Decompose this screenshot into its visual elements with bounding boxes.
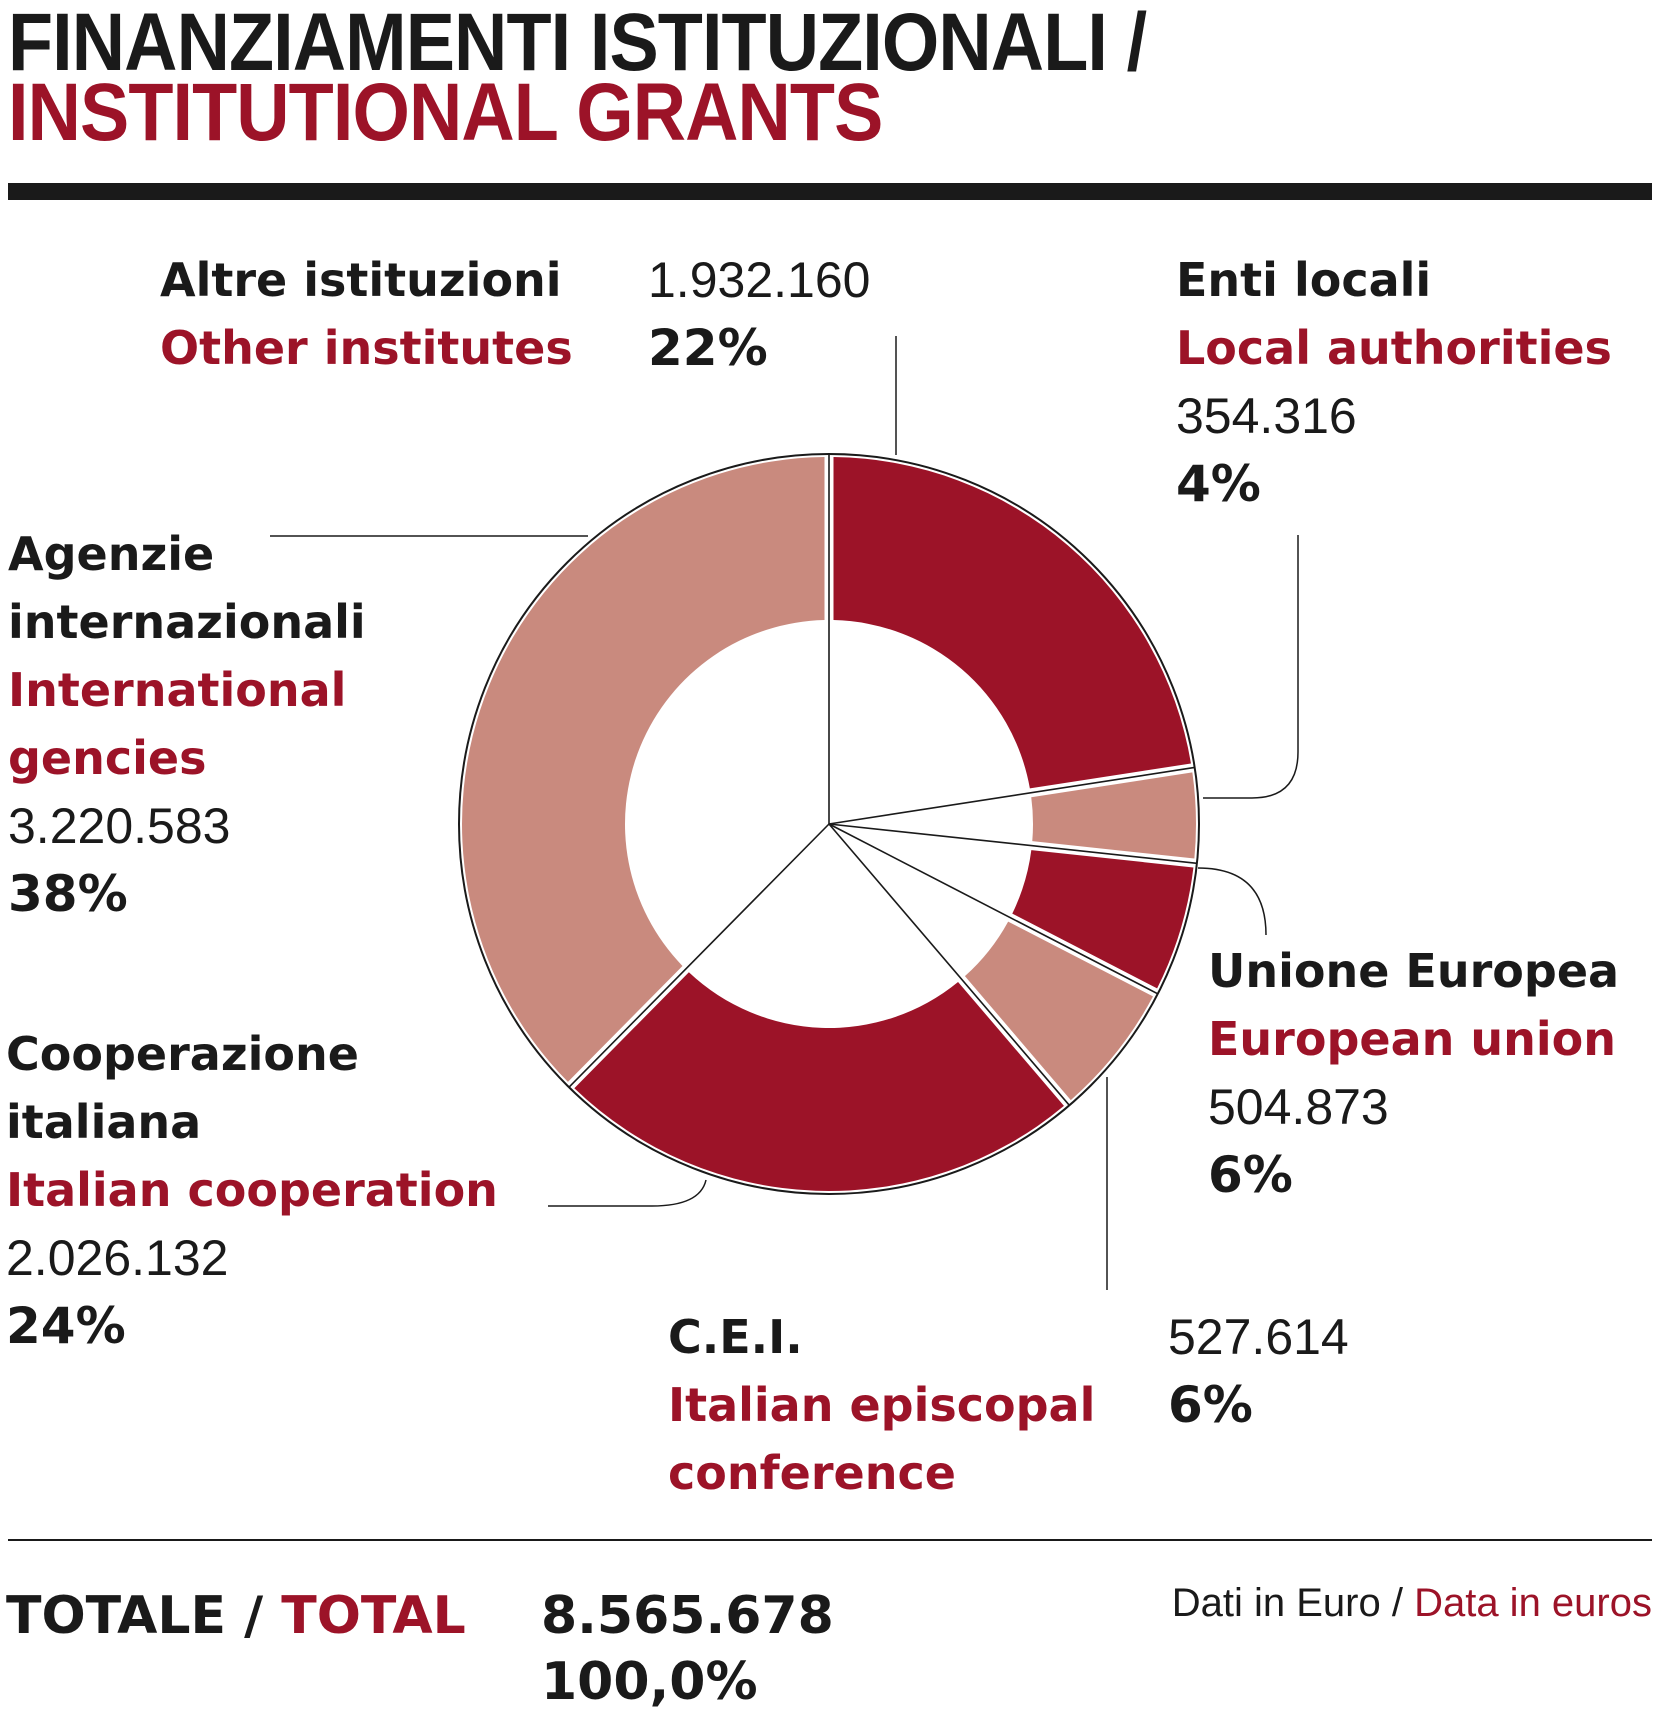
donut-slice-5 <box>574 972 1064 1191</box>
value-enti: 354.316 <box>1176 388 1357 444</box>
leader-line-enti <box>1203 535 1299 799</box>
chart-title-italian: FINANZIAMENTI ISTITUZIONALI / <box>8 0 1147 88</box>
donut-slice-6 <box>462 457 825 1082</box>
label-altre-istituzioni: Altre istituzioni Other institutes <box>160 246 573 382</box>
label-agenzie-it-2: internazionali <box>8 595 366 649</box>
label-altre-en: Other institutes <box>160 321 573 375</box>
pct-enti: 4% <box>1176 455 1261 513</box>
label-agenzie-en-1: International <box>8 663 347 717</box>
label-coop-it-2: italiana <box>6 1095 202 1149</box>
donut-slice-3 <box>1012 850 1194 989</box>
label-cei-en-2: conference <box>668 1446 956 1500</box>
pct-agenzie: 38% <box>8 865 128 923</box>
leader-line-coop <box>548 1179 707 1207</box>
label-cei-it: C.E.I. <box>668 1310 803 1364</box>
donut-separator-5 <box>828 823 1070 1106</box>
leader-line-ue <box>1197 867 1267 936</box>
note-en: Data in euros <box>1414 1581 1652 1625</box>
label-unione-europea: Unione Europea European union 504.873 6% <box>1208 937 1619 1209</box>
label-agenzie-it-1: Agenzie <box>8 527 215 581</box>
total-label-en: TOTAL <box>281 1586 466 1646</box>
label-cooperazione-italiana: Cooperazione italiana Italian cooperatio… <box>6 1020 498 1360</box>
label-agenzie-en-2: gencies <box>8 731 207 785</box>
donut-slice-2 <box>1031 772 1196 859</box>
label-ue-en: European union <box>1208 1012 1617 1066</box>
donut-separator-6 <box>568 823 830 1088</box>
label-altre-it: Altre istituzioni <box>160 253 562 307</box>
total-divider <box>8 1539 1652 1541</box>
data-unit-note: Dati in Euro / Data in euros <box>1172 1581 1652 1626</box>
pct-altre: 22% <box>648 319 768 377</box>
value-cei: 527.614 <box>1168 1309 1349 1365</box>
value-altre-istituzioni: 1.932.160 22% <box>648 246 870 382</box>
value-agenzie: 3.220.583 <box>8 798 231 854</box>
donut-separator-3 <box>828 823 1197 865</box>
total-label: TOTALE / TOTAL <box>6 1583 466 1649</box>
total-value: 8.565.678 <box>541 1586 834 1646</box>
label-enti-en: Local authorities <box>1176 321 1612 375</box>
label-coop-en: Italian cooperation <box>6 1163 498 1217</box>
donut-slice-1 <box>833 457 1191 789</box>
leader-lines <box>270 336 1299 1290</box>
value-coop: 2.026.132 <box>6 1230 229 1286</box>
label-ue-it: Unione Europea <box>1208 944 1620 998</box>
pct-coop: 24% <box>6 1297 126 1355</box>
label-cei: C.E.I. Italian episcopal conference <box>668 1303 1095 1507</box>
value-ue: 504.873 <box>1208 1079 1389 1135</box>
total-values: 8.565.678 100,0% <box>541 1583 834 1715</box>
donut-slice-4 <box>964 921 1153 1101</box>
pct-cei: 6% <box>1168 1376 1253 1434</box>
pct-ue: 6% <box>1208 1146 1293 1204</box>
donut-separator-2 <box>828 766 1195 825</box>
donut-slices <box>458 453 1200 1195</box>
label-coop-it-1: Cooperazione <box>6 1027 359 1081</box>
value-cei-block: 527.614 6% <box>1168 1303 1349 1439</box>
title-divider <box>8 183 1652 200</box>
total-percent: 100,0% <box>541 1652 758 1712</box>
chart-title-english: INSTITUTIONAL GRANTS <box>8 67 883 158</box>
donut-separator-4 <box>828 823 1159 995</box>
label-enti-locali: Enti locali Local authorities 354.316 4% <box>1176 246 1612 518</box>
label-cei-en-1: Italian episcopal <box>668 1378 1096 1432</box>
label-enti-it: Enti locali <box>1176 253 1432 307</box>
value-altre: 1.932.160 <box>648 252 871 308</box>
label-agenzie-internazionali: Agenzie internazionali International gen… <box>8 520 366 928</box>
note-it: Dati in Euro / <box>1171 1581 1403 1625</box>
total-label-it: TOTALE / <box>6 1586 264 1646</box>
